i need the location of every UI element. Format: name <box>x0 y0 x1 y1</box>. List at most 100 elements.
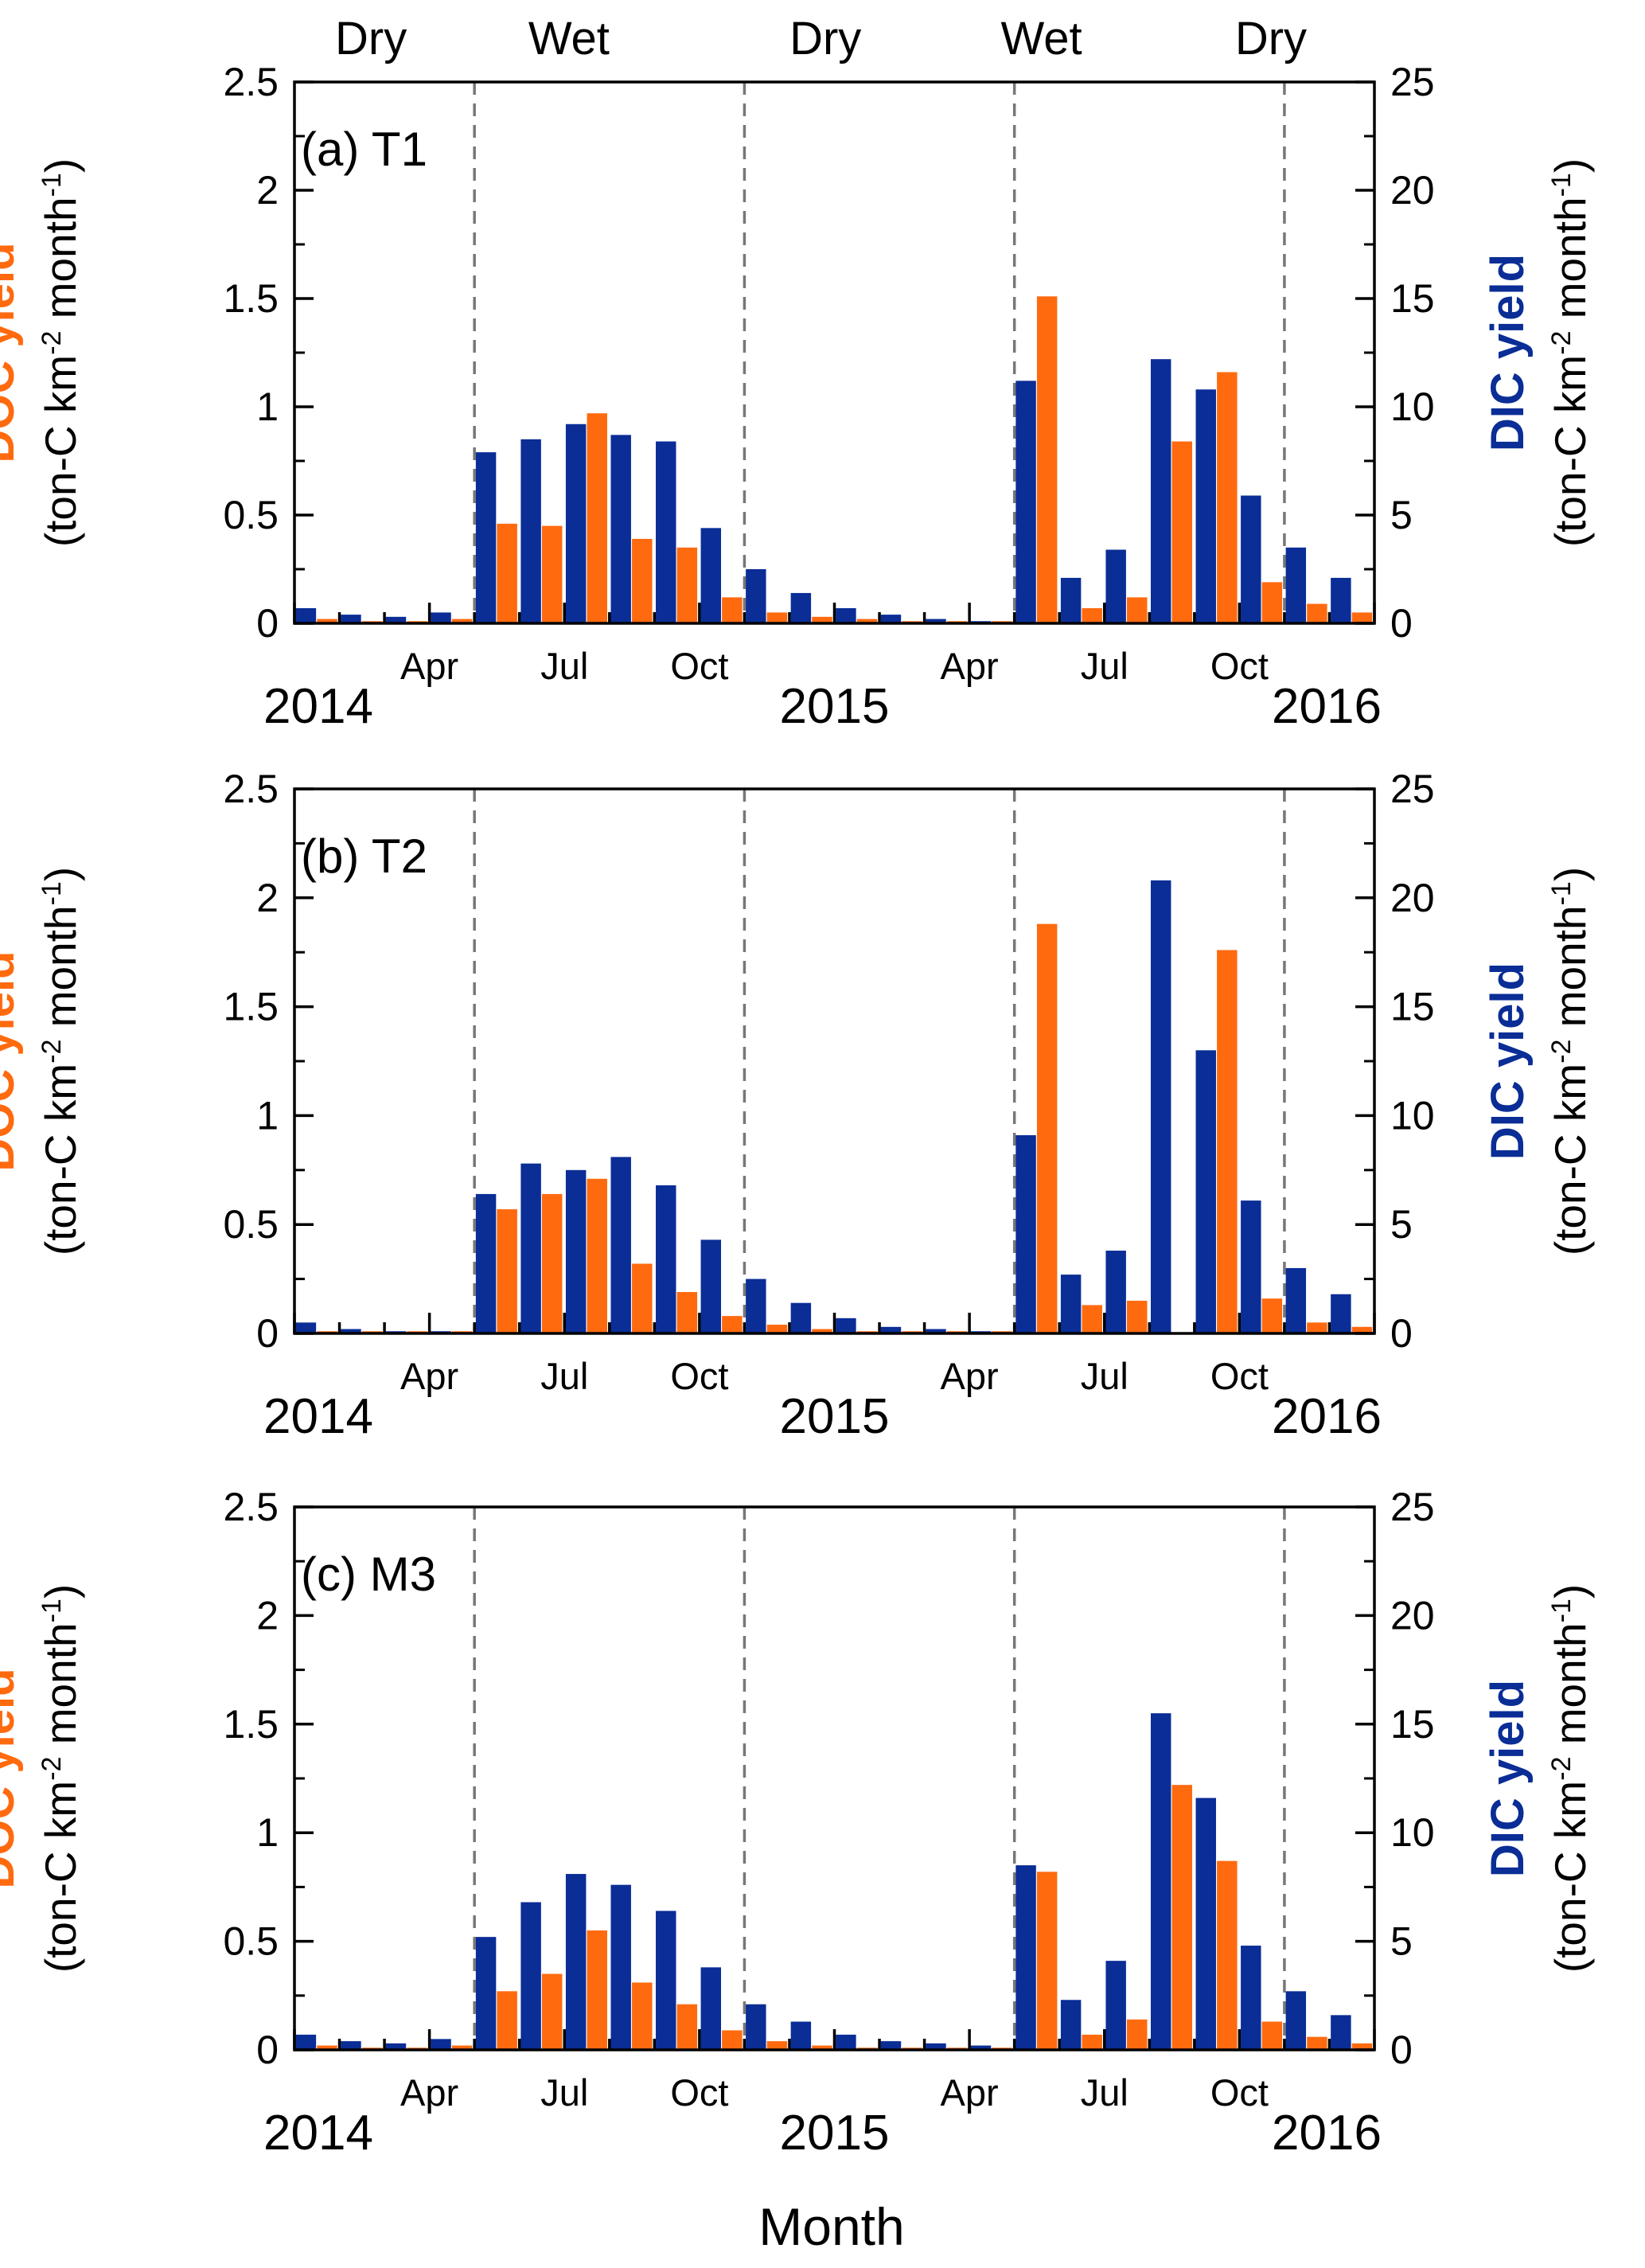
left-y-tick-label: 0 <box>256 2028 279 2072</box>
left-y-tick-label: 0 <box>256 601 279 646</box>
left-axis-title-unit: (ton-C km-2 month-1) <box>36 867 85 1255</box>
dic-bar <box>1060 1275 1082 1333</box>
dic-bar <box>341 1329 361 1333</box>
left-y-tick-label: 0.5 <box>223 493 279 537</box>
unit-text: month <box>36 905 85 1039</box>
doc-bar <box>1082 607 1102 623</box>
dic-bar <box>746 2004 766 2050</box>
left-axis-title-main: DOC yield <box>0 1668 24 1888</box>
dic-bar <box>880 1326 902 1333</box>
dic-bar <box>610 435 631 623</box>
dic-bar <box>565 1169 587 1333</box>
doc-bar <box>1307 2036 1327 2050</box>
right-y-tick-label: 0 <box>1390 601 1413 646</box>
doc-bar <box>632 1982 653 2050</box>
left-y-tick-label: 0.5 <box>223 1919 279 1964</box>
unit-text: month <box>1546 905 1595 1039</box>
right-y-tick-label: 25 <box>1390 767 1435 811</box>
x-month-label: Jul <box>1081 1355 1129 1397</box>
dic-bar <box>295 607 317 623</box>
right-y-tick-label: 5 <box>1390 1202 1413 1247</box>
left-y-tick-label: 1.5 <box>223 276 279 321</box>
dic-bar <box>431 2039 451 2050</box>
x-year-label: 2015 <box>780 1389 890 1444</box>
dic-bar <box>970 2045 992 2050</box>
left-axis-title-main: DOC yield <box>0 951 24 1171</box>
left-axis-title: DOC yield (ton-C km-2 month-1) <box>0 867 85 1255</box>
x-month-label: Jul <box>540 645 588 687</box>
dic-bar <box>836 2034 856 2050</box>
doc-bar <box>1307 603 1327 623</box>
dic-bar <box>836 1317 856 1333</box>
unit-exponent: -1 <box>37 881 67 905</box>
x-month-label: Apr <box>400 1355 458 1397</box>
unit-text: (ton-C km <box>36 1781 85 1973</box>
right-axis-title: DIC yield (ton-C km-2 month-1) <box>1482 1584 1595 1973</box>
dic-bar <box>926 2043 946 2050</box>
doc-bar <box>587 1178 607 1333</box>
dic-bar <box>880 2041 902 2050</box>
right-y-tick-label: 15 <box>1390 985 1435 1029</box>
doc-bar <box>451 619 473 623</box>
dic-bar <box>610 1884 631 2050</box>
right-y-tick-label: 25 <box>1390 1485 1435 1529</box>
unit-exponent: -1 <box>1546 173 1577 197</box>
x-month-label: Oct <box>670 1355 728 1397</box>
doc-bar <box>812 1329 832 1333</box>
unit-text: ) <box>36 1584 85 1599</box>
x-year-label: 2015 <box>780 679 890 734</box>
right-y-tick-label: 0 <box>1390 2028 1413 2072</box>
right-y-tick-label: 20 <box>1390 876 1435 920</box>
dic-bar <box>656 1185 676 1333</box>
doc-bar <box>541 525 563 623</box>
x-year-label: 2016 <box>1272 1389 1382 1444</box>
panel-m3: 0 0.5 1 1.5 2 2.5 0 5 10 15 20 25 Apr Jul Oct Apr Jul Oct… <box>0 1485 1595 2161</box>
x-month-label: Oct <box>1210 1355 1269 1397</box>
dic-bar <box>926 1329 946 1333</box>
right-y-tick-label: 5 <box>1390 1919 1413 1964</box>
left-axis-title-unit: (ton-C km-2 month-1) <box>36 1584 85 1973</box>
left-y-tick-label: 2.5 <box>223 60 279 104</box>
dic-bar <box>520 1163 541 1333</box>
dic-bar <box>1105 1251 1126 1333</box>
left-axis-title-main: DOC yield <box>0 242 24 463</box>
doc-bar <box>541 1193 563 1333</box>
dic-bar <box>1105 549 1126 623</box>
unit-exponent: -2 <box>1546 1040 1577 1064</box>
right-axis-title-unit: (ton-C km-2 month-1) <box>1546 1584 1595 1973</box>
left-y-tick-label: 2 <box>256 168 279 213</box>
x-month-label: Oct <box>670 645 728 687</box>
season-label-dry: Dry <box>1235 13 1307 64</box>
doc-bar <box>766 1325 788 1333</box>
x-month-label: Apr <box>941 1355 999 1397</box>
dic-bar <box>926 619 946 623</box>
left-y-tick-label: 1.5 <box>223 985 279 1029</box>
dic-bar <box>656 1911 676 2050</box>
doc-bar <box>632 1263 653 1333</box>
left-y-tick-label: 0.5 <box>223 1202 279 1247</box>
doc-bar <box>317 619 337 623</box>
season-label-dry: Dry <box>789 13 861 64</box>
x-month-label: Jul <box>1081 645 1129 687</box>
x-month-label: Jul <box>1081 2071 1129 2114</box>
dic-bar <box>1105 1961 1126 2050</box>
x-year-label: 2015 <box>780 2106 890 2161</box>
right-y-tick-label: 0 <box>1390 1311 1413 1356</box>
doc-bar <box>766 2041 788 2050</box>
x-month-label: Apr <box>400 2071 458 2114</box>
unit-text: month <box>36 197 85 330</box>
left-axis-title: DOC yield (ton-C km-2 month-1) <box>0 1584 85 1973</box>
unit-text: (ton-C km <box>36 355 85 547</box>
dic-bar <box>295 1322 317 1333</box>
left-y-tick-label: 2.5 <box>223 1485 279 1529</box>
right-axis-title-unit: (ton-C km-2 month-1) <box>1546 867 1595 1255</box>
unit-exponent: -1 <box>1546 881 1577 905</box>
left-y-tick-label: 2.5 <box>223 767 279 811</box>
doc-bar <box>676 1292 698 1333</box>
doc-bar <box>1171 1785 1193 2050</box>
dic-bar <box>1150 880 1171 1333</box>
doc-bar <box>722 2030 743 2050</box>
right-axis-title: DIC yield (ton-C km-2 month-1) <box>1482 867 1595 1255</box>
x-year-label: 2014 <box>263 2106 373 2161</box>
